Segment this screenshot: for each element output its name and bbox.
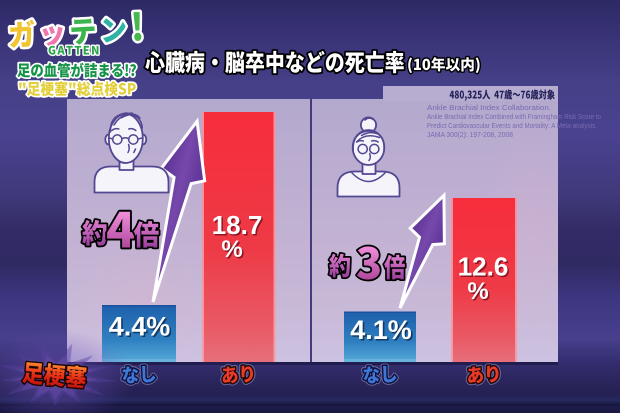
svg-text:4.1%: 4.1% [350,315,412,345]
svg-text:18.7: 18.7 [213,212,264,242]
svg-text:18.7: 18.7 [212,210,263,240]
svg-text:12.6: 12.6 [459,253,510,283]
svg-text:JAMA 300(2): 197-208, 2008: JAMA 300(2): 197-208, 2008 [427,130,513,139]
svg-text:%: % [223,238,244,265]
svg-text:%: % [469,280,490,307]
svg-text:12.6: 12.6 [458,252,509,282]
svg-text:4.1%: 4.1% [352,317,414,347]
svg-text:Ankle Brachial Index Combined: Ankle Brachial Index Combined with Frami… [427,112,601,121]
svg-text:4.4%: 4.4% [110,313,172,343]
svg-text:%: % [467,278,488,305]
svg-text:Ankle Brachial Index Collabora: Ankle Brachial Index Collaboration. [427,103,551,112]
svg-text:Predict Cardiovascular Events: Predict Cardiovascular Events and Mortal… [427,121,597,130]
svg-text:4.4%: 4.4% [109,312,171,342]
svg-text:%: % [221,236,242,263]
